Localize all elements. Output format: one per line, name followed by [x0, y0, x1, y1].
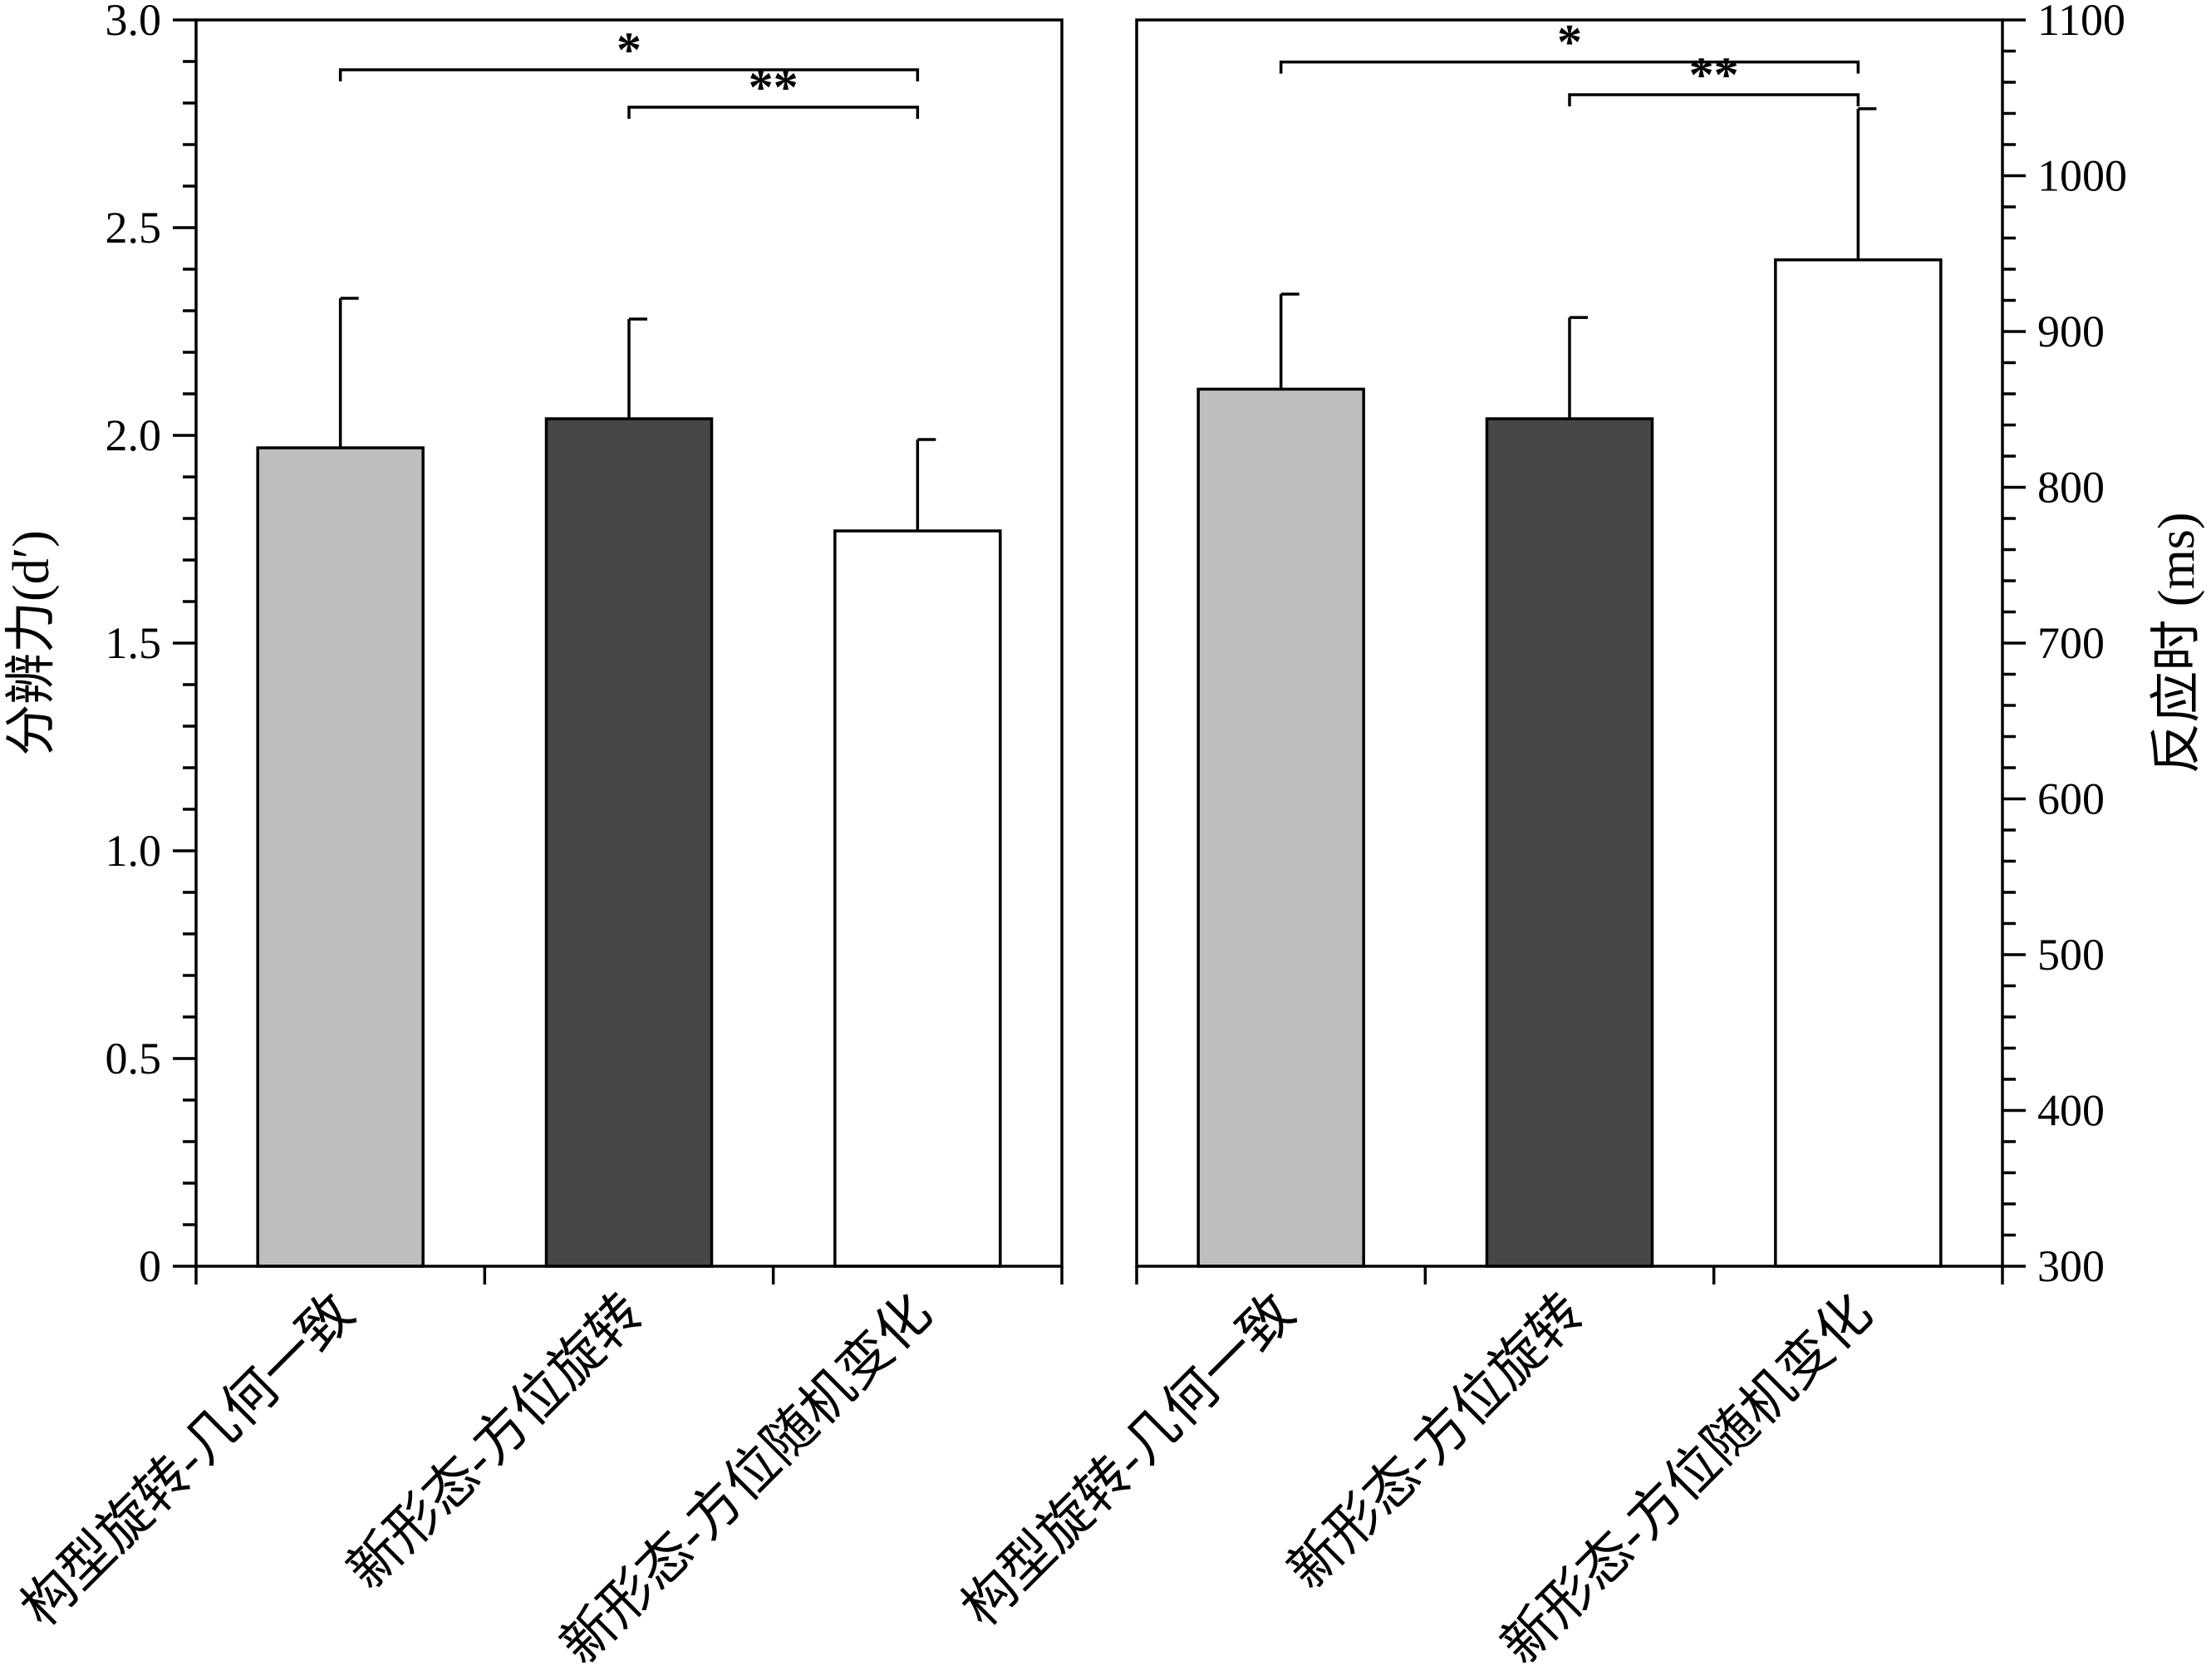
significance-bracket: [1279, 60, 1860, 74]
y-tick-label: 3.0: [106, 0, 162, 45]
y-tick-label: 0: [139, 1241, 161, 1291]
y-axis-label: 分辨力(d′): [3, 530, 60, 756]
significance-bracket: [338, 68, 920, 81]
significance-label: **: [1689, 47, 1739, 102]
significance-label: **: [749, 60, 798, 115]
y-tick-label: 1.5: [106, 618, 162, 668]
y-tick-label: 1.0: [106, 826, 162, 876]
y-tick-label: 700: [2037, 618, 2105, 668]
bar: [1485, 417, 1654, 1268]
y-tick-label: 0.5: [106, 1034, 162, 1083]
significance-bracket: [1568, 93, 1860, 106]
x-category-label: 新形态-方位旋转: [1277, 1283, 1594, 1600]
y-tick-label: 400: [2037, 1086, 2105, 1136]
y-tick-label: 500: [2037, 930, 2105, 980]
x-category-label: 构型旋转-几何一致: [10, 1283, 365, 1638]
panel-2: 300 400 500 600 700 800 900 1000 1100 反应时 (ms) 构型旋…: [951, 0, 2205, 1675]
bar: [1196, 387, 1365, 1268]
y-tick-label: 800: [2037, 463, 2105, 513]
bar: [1774, 258, 1943, 1268]
y-tick-label: 2.0: [106, 410, 162, 460]
y-axis-label: 反应时 (ms): [2149, 512, 2205, 774]
panel-1: 0 0.5 1.0 1.5 2.0 2.5 3.0 分辨力(d′) 构型旋转-几何一致新形态-方…: [3, 0, 1064, 1675]
bar: [256, 446, 425, 1268]
y-tick-label: 1000: [2037, 151, 2127, 201]
significance-label: *: [1557, 15, 1582, 70]
significance-bracket: [627, 106, 920, 119]
y-tick-label: 600: [2037, 774, 2105, 824]
y-tick-label: 1100: [2037, 0, 2125, 45]
x-category-label: 新形态-方位旋转: [337, 1283, 654, 1600]
significance-label: *: [617, 22, 641, 77]
y-tick-label: 300: [2037, 1241, 2105, 1291]
y-tick-label: 900: [2037, 307, 2105, 356]
bar: [833, 529, 1002, 1268]
bar: [544, 417, 714, 1268]
x-category-label: 构型旋转-几何一致: [951, 1283, 1305, 1638]
y-tick-label: 2.5: [106, 203, 162, 253]
